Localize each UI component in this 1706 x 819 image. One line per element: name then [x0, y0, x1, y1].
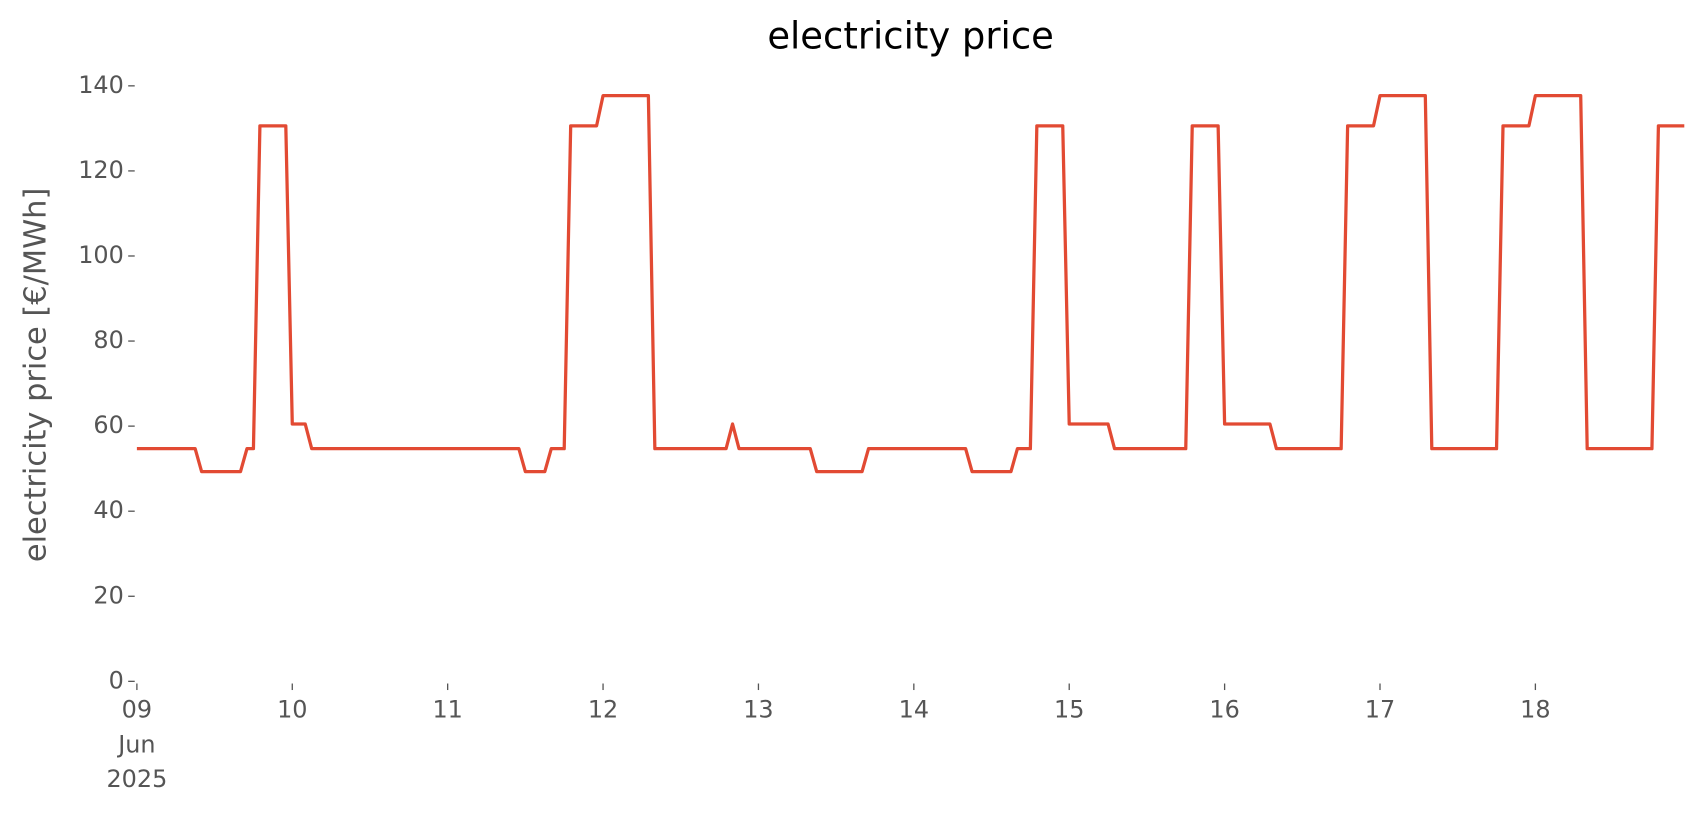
x-tick-label: 17	[1365, 696, 1395, 724]
y-tick-label: 20	[93, 581, 123, 609]
x-tick-label: 13	[743, 696, 773, 724]
chart-title: electricity price	[767, 15, 1054, 58]
x-tick-label: 09 Jun 2025	[106, 696, 167, 794]
y-tick-label: 140	[78, 71, 124, 99]
y-tick-label: 60	[93, 411, 123, 439]
x-tick-label: 16	[1209, 696, 1239, 724]
y-tick-label: 80	[93, 326, 123, 354]
y-axis-label: electricity price [€/MWh]	[18, 188, 53, 562]
y-tick-label: 0	[109, 666, 124, 694]
y-tick-label: 40	[93, 496, 123, 524]
x-tick-label: 12	[588, 696, 618, 724]
x-tick-label: 11	[432, 696, 462, 724]
x-tick-label: 15	[1054, 696, 1084, 724]
y-tick-label: 120	[78, 156, 124, 184]
price-line	[136, 93, 1685, 474]
x-tick-label: 10	[277, 696, 307, 724]
y-tick-label: 100	[78, 241, 124, 269]
x-tick-label: 14	[899, 696, 929, 724]
x-tick-label: 18	[1520, 696, 1550, 724]
